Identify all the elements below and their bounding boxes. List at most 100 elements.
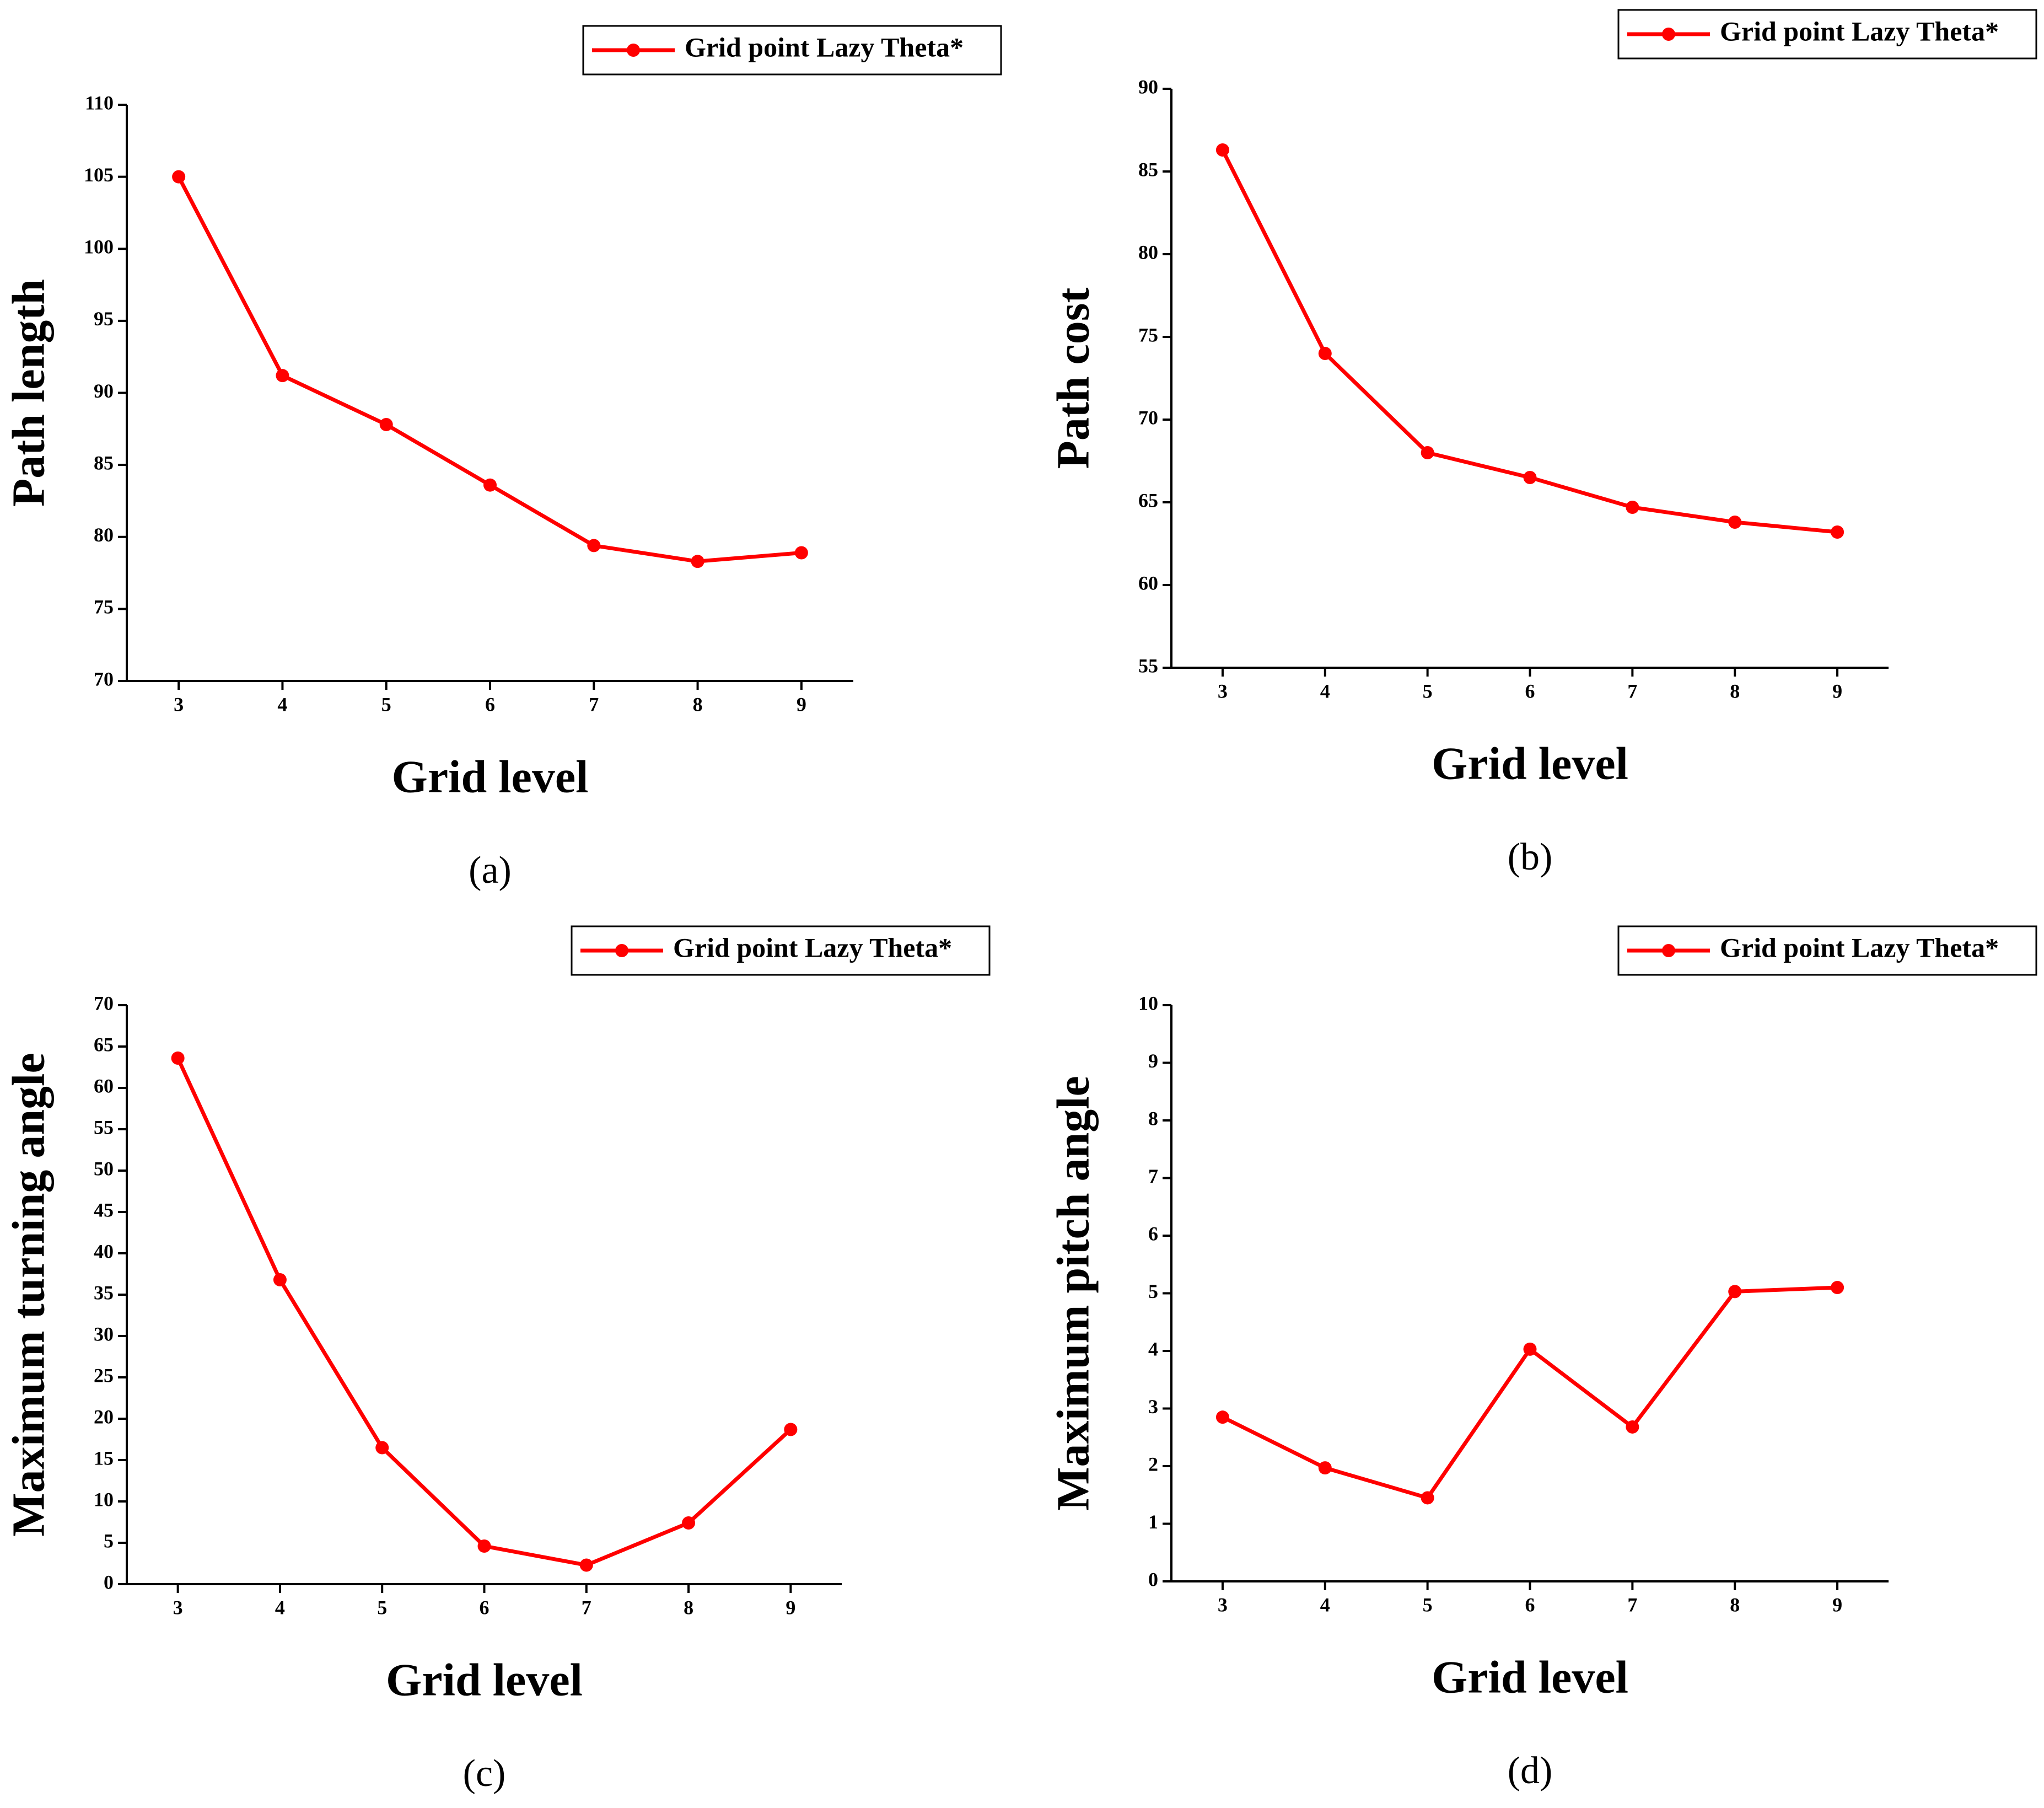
- point: [1626, 501, 1639, 514]
- point: [1318, 347, 1332, 360]
- y-tick-label: 100: [84, 236, 114, 258]
- panel-caption: (b): [1508, 836, 1553, 878]
- point: [375, 1441, 389, 1455]
- point: [1831, 1281, 1844, 1295]
- x-tick-label: 6: [1525, 680, 1535, 702]
- point: [477, 1539, 491, 1553]
- point: [483, 478, 497, 492]
- y-tick-label: 95: [94, 308, 114, 330]
- y-tick-label: 10: [94, 1488, 114, 1510]
- point: [784, 1423, 798, 1436]
- legend-marker: [1662, 28, 1675, 41]
- point: [1421, 446, 1434, 459]
- x-tick-label: 4: [277, 693, 287, 715]
- y-tick-label: 0: [1148, 1568, 1158, 1590]
- y-axis-title: Path cost: [1047, 288, 1099, 469]
- y-tick-label: 15: [94, 1447, 114, 1469]
- point: [1523, 471, 1537, 484]
- series-line: [176, 1057, 792, 1567]
- y-tick-label: 75: [1138, 324, 1158, 346]
- y-tick-label: 90: [1138, 76, 1158, 98]
- y-tick-label: 3: [1148, 1396, 1158, 1418]
- y-tick-label: 70: [94, 668, 114, 690]
- y-tick-label: 55: [1138, 654, 1158, 677]
- y-tick-label: 70: [1138, 406, 1158, 428]
- legend-marker: [627, 44, 640, 57]
- point: [1728, 1285, 1742, 1299]
- y-tick-label: 65: [1138, 489, 1158, 511]
- y-tick-label: 5: [1148, 1280, 1158, 1302]
- y-tick-label: 35: [94, 1281, 114, 1303]
- x-axis-title: Grid level: [386, 1654, 583, 1705]
- panel-caption: (d): [1508, 1750, 1553, 1792]
- y-axis-title: Maximum turning angle: [3, 1053, 54, 1536]
- y-tick-label: 10: [1138, 992, 1158, 1014]
- point: [1215, 1410, 1229, 1424]
- x-tick-label: 9: [1832, 680, 1842, 702]
- x-tick-label: 4: [1320, 680, 1330, 702]
- y-tick-label: 70: [94, 992, 114, 1014]
- y-tick-label: 0: [104, 1571, 114, 1593]
- x-tick-label: 3: [1218, 1594, 1228, 1616]
- y-axis-title: Maximum pitch angle: [1047, 1076, 1099, 1511]
- x-tick-label: 5: [1423, 680, 1433, 702]
- y-tick-label: 80: [94, 524, 114, 546]
- y-tick-label: 75: [94, 596, 114, 618]
- x-tick-label: 9: [1832, 1594, 1842, 1616]
- x-tick-label: 7: [582, 1596, 591, 1618]
- chart-panel: 0 1 2 3 4 5 6 7 8 9 10 3 4 5 6 7 8 9 Grid level Maximum pit…: [1047, 925, 2037, 1792]
- y-tick-label: 50: [94, 1157, 114, 1179]
- point: [1421, 1491, 1434, 1505]
- y-tick-label: 25: [94, 1364, 114, 1386]
- x-tick-label: 6: [1525, 1594, 1535, 1616]
- point: [691, 555, 704, 568]
- y-tick-label: 1: [1148, 1511, 1158, 1533]
- point: [579, 1558, 593, 1572]
- x-tick-label: 5: [381, 693, 391, 715]
- x-tick-label: 6: [480, 1596, 490, 1618]
- y-tick-label: 105: [84, 164, 114, 186]
- legend-label: Grid point Lazy Theta*: [1720, 15, 1999, 46]
- point: [1215, 143, 1229, 157]
- legend-marker: [615, 944, 628, 957]
- y-tick-label: 110: [85, 92, 114, 114]
- x-tick-label: 5: [1423, 1594, 1433, 1616]
- y-tick-label: 9: [1148, 1050, 1158, 1072]
- x-tick-label: 3: [173, 1596, 183, 1618]
- y-tick-label: 85: [1138, 158, 1158, 180]
- y-tick-label: 6: [1148, 1222, 1158, 1244]
- point: [1728, 516, 1742, 529]
- legend-label: Grid point Lazy Theta*: [685, 31, 964, 62]
- y-tick-label: 40: [94, 1240, 114, 1262]
- point: [276, 369, 289, 383]
- y-axis-title: Path length: [3, 279, 54, 507]
- y-tick-label: 7: [1148, 1165, 1158, 1187]
- point: [1318, 1461, 1332, 1475]
- x-tick-label: 5: [377, 1596, 387, 1618]
- y-tick-label: 30: [94, 1323, 114, 1345]
- point: [1523, 1342, 1537, 1356]
- legend-box: [582, 25, 1002, 76]
- point: [794, 546, 808, 560]
- x-tick-label: 7: [589, 693, 599, 715]
- point: [587, 539, 601, 552]
- x-tick-label: 4: [275, 1596, 285, 1618]
- y-tick-label: 20: [94, 1405, 114, 1428]
- y-tick-label: 65: [94, 1033, 114, 1055]
- legend-marker: [1662, 944, 1675, 957]
- y-tick-label: 5: [104, 1530, 114, 1552]
- y-tick-label: 85: [94, 452, 114, 474]
- y-tick-label: 90: [94, 380, 114, 402]
- x-axis-title: Grid level: [1432, 1651, 1628, 1703]
- y-tick-label: 80: [1138, 241, 1158, 263]
- series-line: [1222, 1285, 1838, 1500]
- y-tick-label: 60: [1138, 572, 1158, 594]
- point: [1831, 525, 1844, 539]
- panel-caption: (c): [463, 1752, 506, 1795]
- panel-caption: (a): [469, 849, 512, 892]
- point: [172, 170, 186, 184]
- series-line: [177, 176, 802, 564]
- x-tick-label: 8: [1730, 1594, 1740, 1616]
- y-tick-label: 45: [94, 1199, 114, 1221]
